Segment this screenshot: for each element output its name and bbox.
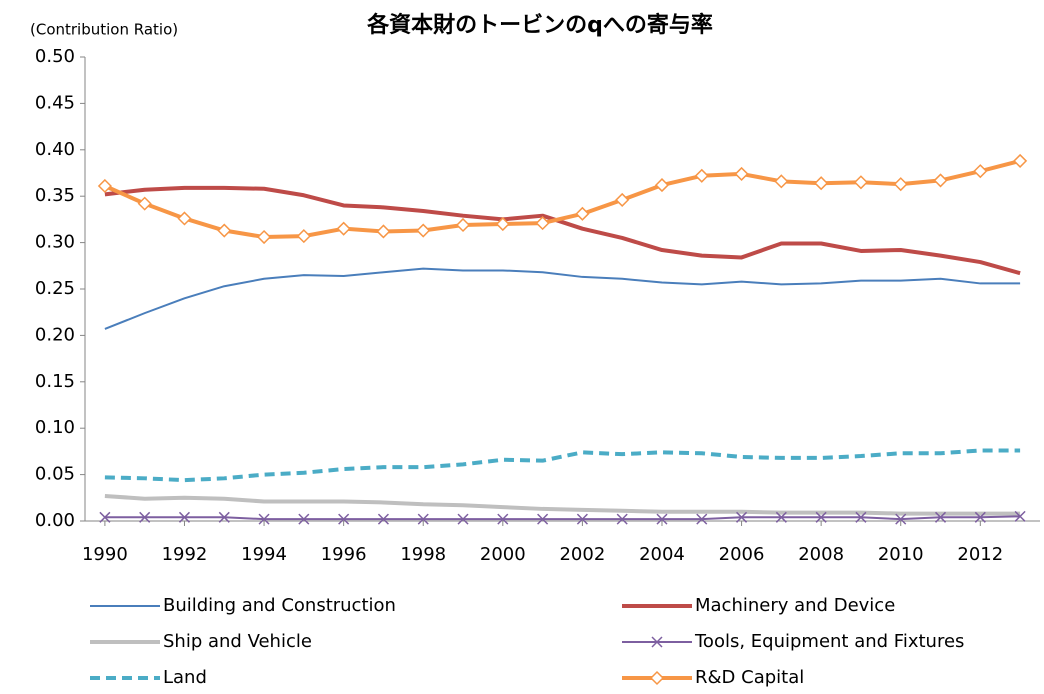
- marker: [457, 513, 469, 525]
- y-tick-label: 0.40: [35, 139, 75, 160]
- marker: [934, 511, 947, 523]
- marker: [218, 511, 230, 523]
- marker: [137, 196, 152, 211]
- legend-label: Land: [163, 667, 207, 688]
- series-line: [104, 185, 1021, 276]
- marker: [177, 211, 192, 226]
- x-tick-label: 1996: [321, 544, 367, 565]
- y-tick-label: 0.45: [35, 92, 75, 113]
- marker: [855, 511, 867, 523]
- marker: [376, 224, 391, 239]
- marker: [649, 670, 665, 686]
- y-tick-label: 0.20: [35, 324, 75, 345]
- marker: [97, 178, 112, 194]
- marker: [99, 511, 111, 523]
- legend-label: Ship and Vehicle: [163, 631, 312, 652]
- marker: [495, 216, 510, 232]
- y-axis-label: (Contribution Ratio): [30, 21, 178, 39]
- marker: [933, 173, 948, 188]
- x-tick-label: 1994: [241, 544, 287, 565]
- marker: [497, 513, 509, 525]
- marker: [775, 511, 787, 523]
- legend-label: R&D Capital: [695, 667, 804, 688]
- marker: [774, 174, 789, 189]
- marker: [974, 511, 986, 523]
- x-tick-label: 1998: [400, 544, 446, 565]
- marker: [654, 178, 670, 193]
- y-tick-label: 0.05: [35, 464, 75, 485]
- marker: [139, 511, 151, 523]
- y-tick-label: 0.25: [35, 278, 75, 299]
- y-tick-label: 0.10: [35, 417, 75, 438]
- legend-label: Building and Construction: [163, 595, 396, 616]
- marker: [217, 223, 232, 238]
- x-tick-label: 2008: [798, 544, 844, 565]
- marker: [377, 513, 389, 525]
- x-tick-label: 2010: [878, 544, 924, 565]
- marker: [895, 513, 907, 525]
- legend-label: Tools, Equipment and Fixtures: [694, 631, 964, 652]
- chart-title: 各資本財のトービンのqへの寄与率: [366, 12, 713, 38]
- y-tick-label: 0.30: [35, 232, 75, 253]
- marker: [815, 511, 827, 523]
- marker: [1014, 510, 1026, 522]
- marker: [575, 206, 590, 221]
- marker: [694, 168, 709, 183]
- series-line: [104, 267, 1021, 330]
- marker: [455, 217, 471, 233]
- marker: [814, 176, 829, 191]
- marker: [178, 511, 191, 523]
- marker: [298, 513, 310, 525]
- marker: [736, 511, 748, 523]
- marker: [651, 636, 663, 648]
- x-tick-label: 2000: [480, 544, 526, 565]
- y-tick-label: 0.35: [35, 185, 75, 206]
- marker: [258, 513, 270, 525]
- marker: [734, 166, 749, 181]
- marker: [417, 513, 429, 525]
- marker: [416, 223, 431, 238]
- x-tick-label: 2004: [639, 544, 685, 565]
- marker: [336, 221, 351, 236]
- marker: [537, 513, 549, 525]
- marker: [338, 513, 350, 525]
- x-tick-label: 2012: [957, 544, 1003, 565]
- marker: [296, 229, 311, 244]
- marker: [535, 216, 550, 231]
- y-tick-label: 0.50: [35, 46, 75, 67]
- marker: [973, 164, 988, 179]
- legend-label: Machinery and Device: [695, 595, 895, 616]
- x-tick-label: 1992: [162, 544, 208, 565]
- x-tick-label: 2006: [719, 544, 765, 565]
- marker: [893, 177, 908, 192]
- marker: [853, 175, 868, 190]
- marker: [257, 229, 272, 245]
- x-tick-label: 1990: [82, 544, 128, 565]
- y-tick-label: 0.15: [35, 371, 75, 392]
- marker: [615, 192, 630, 207]
- y-tick-label: 0.00: [35, 510, 75, 531]
- series-line: [104, 158, 1021, 240]
- marker: [656, 513, 668, 525]
- marker: [616, 513, 628, 525]
- series-line: [104, 493, 1021, 516]
- series-line: [104, 448, 1021, 483]
- marker: [1013, 153, 1028, 168]
- marker: [576, 513, 588, 525]
- series-line: [104, 515, 1021, 521]
- marker: [696, 513, 708, 525]
- x-tick-label: 2002: [559, 544, 605, 565]
